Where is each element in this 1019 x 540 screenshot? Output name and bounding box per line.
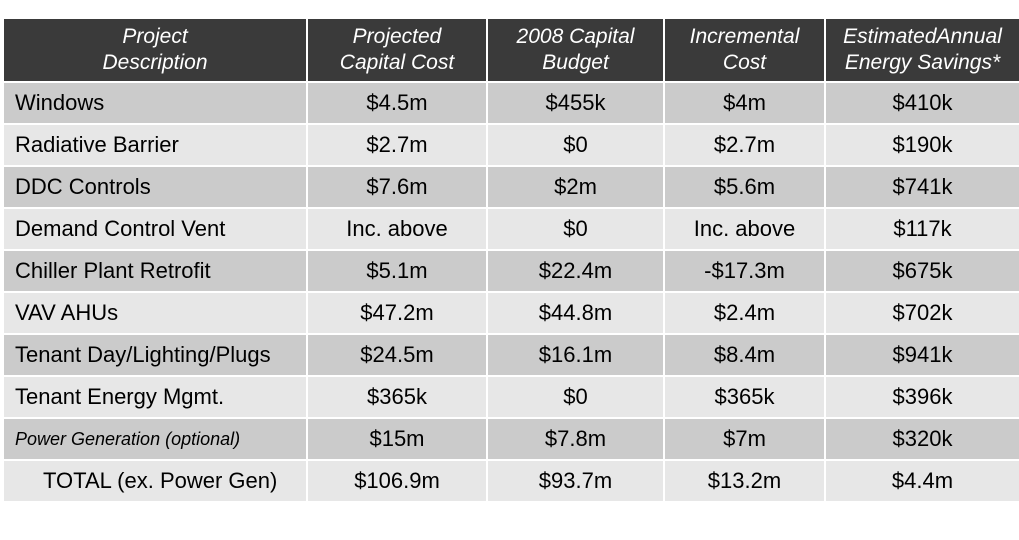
header-line: Cost: [722, 51, 767, 74]
table-row: Windows $4.5m $455k $4m $410k: [2, 81, 1019, 125]
cell-incremental: $8.4m: [663, 333, 826, 377]
cell-savings: $941k: [824, 333, 1019, 377]
cell-description: VAV AHUs: [2, 291, 308, 335]
cell-projected: $15m: [306, 417, 488, 461]
cell-description: DDC Controls: [2, 165, 308, 209]
cell-savings: $117k: [824, 207, 1019, 251]
cell-incremental: $2.4m: [663, 291, 826, 335]
table-row: Power Generation (optional) $15m $7.8m $…: [2, 417, 1019, 461]
total-row: TOTAL (ex. Power Gen) $106.9m $93.7m $13…: [2, 459, 1019, 503]
cell-total-budget: $93.7m: [486, 459, 665, 503]
cell-budget: $0: [486, 207, 665, 251]
cell-budget: $22.4m: [486, 249, 665, 293]
table-row: DDC Controls $7.6m $2m $5.6m $741k: [2, 165, 1019, 209]
cell-savings: $675k: [824, 249, 1019, 293]
cell-budget: $0: [486, 123, 665, 167]
header-line: Capital Cost: [339, 51, 455, 74]
table-row: VAV AHUs $47.2m $44.8m $2.4m $702k: [2, 291, 1019, 335]
cell-description: Demand Control Vent: [2, 207, 308, 251]
cell-description: Tenant Energy Mgmt.: [2, 375, 308, 419]
header-line: Projected: [352, 25, 442, 48]
table-row: Radiative Barrier $2.7m $0 $2.7m $190k: [2, 123, 1019, 167]
header-line: 2008 Capital: [516, 25, 635, 48]
table-row: Tenant Day/Lighting/Plugs $24.5m $16.1m …: [2, 333, 1019, 377]
header-projected-capital-cost: Projected Capital Cost: [306, 19, 488, 83]
energy-savings-table: Project Description Projected Capital Cost…: [2, 19, 1019, 503]
header-capital-budget: 2008 Capital Budget: [486, 19, 665, 83]
cell-projected: $7.6m: [306, 165, 488, 209]
cell-budget: $16.1m: [486, 333, 665, 377]
header-line: Description: [102, 51, 208, 74]
cell-budget: $2m: [486, 165, 665, 209]
header-line: EstimatedAnnual: [843, 25, 1002, 48]
table-row: Demand Control Vent Inc. above $0 Inc. a…: [2, 207, 1019, 251]
cell-projected: $5.1m: [306, 249, 488, 293]
cell-projected: $24.5m: [306, 333, 488, 377]
cell-incremental: -$17.3m: [663, 249, 826, 293]
table-row: Tenant Energy Mgmt. $365k $0 $365k $396k: [2, 375, 1019, 419]
header-line: Energy Savings*: [844, 51, 1001, 74]
cell-description: Radiative Barrier: [2, 123, 308, 167]
cell-budget: $7.8m: [486, 417, 665, 461]
cell-incremental: $365k: [663, 375, 826, 419]
cell-projected: $4.5m: [306, 81, 488, 125]
cell-total-incremental: $13.2m: [663, 459, 826, 503]
header-line: Incremental: [689, 25, 800, 48]
cell-savings: $190k: [824, 123, 1019, 167]
cell-savings: $741k: [824, 165, 1019, 209]
header-project-description: Project Description: [2, 19, 308, 83]
header-row: Project Description Projected Capital Cost…: [2, 19, 1019, 83]
cell-incremental: $7m: [663, 417, 826, 461]
header-line: Project: [122, 25, 188, 48]
cell-incremental: $2.7m: [663, 123, 826, 167]
cell-description: Tenant Day/Lighting/Plugs: [2, 333, 308, 377]
header-incremental-cost: Incremental Cost: [663, 19, 826, 83]
cell-projected: $365k: [306, 375, 488, 419]
cell-budget: $0: [486, 375, 665, 419]
header-energy-savings: EstimatedAnnual Energy Savings*: [824, 19, 1019, 83]
cell-description: Windows: [2, 81, 308, 125]
cell-total-projected: $106.9m: [306, 459, 488, 503]
cell-description: Power Generation (optional): [2, 417, 308, 461]
table-row: Chiller Plant Retrofit $5.1m $22.4m -$17…: [2, 249, 1019, 293]
cell-total-description: TOTAL (ex. Power Gen): [2, 459, 308, 503]
cell-projected: $2.7m: [306, 123, 488, 167]
cell-budget: $455k: [486, 81, 665, 125]
cell-savings: $410k: [824, 81, 1019, 125]
cell-savings: $396k: [824, 375, 1019, 419]
cell-incremental: $5.6m: [663, 165, 826, 209]
cell-total-savings: $4.4m: [824, 459, 1019, 503]
cell-savings: $320k: [824, 417, 1019, 461]
cell-description: Chiller Plant Retrofit: [2, 249, 308, 293]
header-line: Budget: [542, 51, 609, 74]
cell-budget: $44.8m: [486, 291, 665, 335]
cell-incremental: $4m: [663, 81, 826, 125]
cell-incremental: Inc. above: [663, 207, 826, 251]
cell-projected: Inc. above: [306, 207, 488, 251]
cell-projected: $47.2m: [306, 291, 488, 335]
cell-savings: $702k: [824, 291, 1019, 335]
